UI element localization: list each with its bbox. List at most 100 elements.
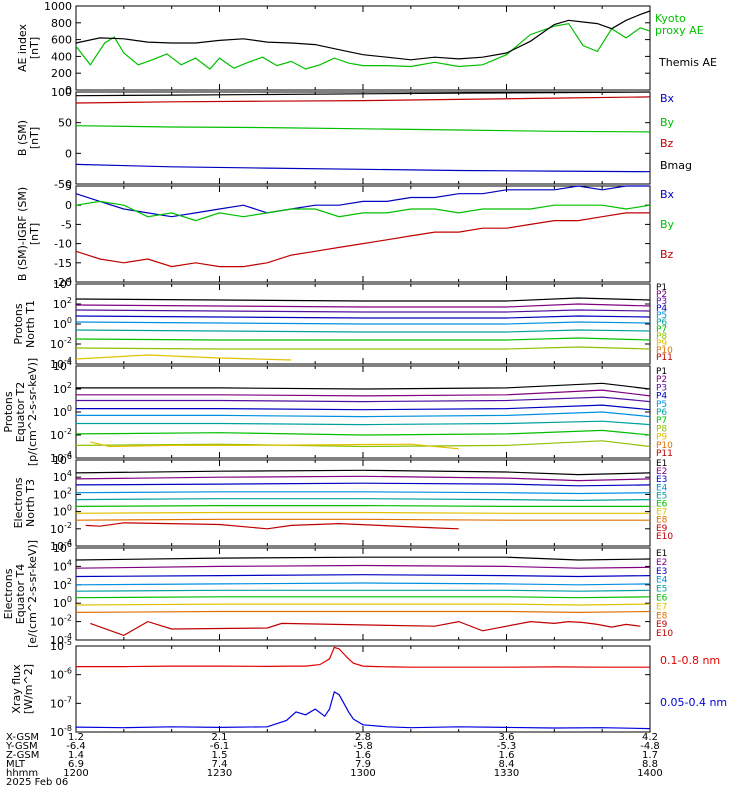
legend-entry: E2: [656, 558, 667, 568]
series-line-0-05-0-4-nm: [75, 690, 651, 730]
legend-entry: P5: [656, 311, 667, 321]
bottom-axis-value: -6.4: [66, 741, 86, 752]
series-line-p3: [76, 396, 651, 403]
series-line-0-1-0-8-nm: [76, 646, 650, 668]
legend-entry: Kyoto: [655, 12, 686, 25]
bottom-axis-value: -6.1: [210, 741, 230, 752]
legend-entry: Bz: [660, 248, 674, 261]
series-line-p7: [75, 429, 651, 436]
panel-2-frame: [75, 91, 651, 185]
legend-entry: P1: [656, 367, 667, 377]
series-line-bz: [75, 212, 650, 268]
legend-entry: Bmag: [660, 159, 692, 172]
bottom-axis-value: 1.4: [68, 750, 84, 761]
y-tick-label: 800: [51, 17, 72, 30]
legend-entry: P11: [656, 353, 673, 363]
y-axis-label: Equator T4: [14, 564, 27, 624]
series-line-p7: [75, 337, 651, 341]
legend-entry: P7: [656, 325, 667, 335]
legend-entry: P9: [656, 433, 667, 443]
y-tick-label: 106: [53, 452, 72, 467]
legend-entry: E5: [656, 491, 667, 501]
series-line-e5: [75, 498, 651, 502]
y-tick-label: 106: [53, 540, 72, 555]
bottom-axis-value: 6.9: [68, 759, 84, 770]
legend-entry: Themis AE: [658, 56, 717, 69]
y-tick-label: 100: [53, 504, 72, 519]
series-line-bz: [75, 96, 651, 104]
legend-entry: E7: [656, 602, 667, 612]
y-axis-label: Electrons: [2, 568, 15, 619]
series-line-e1: [75, 556, 651, 561]
series-line-p1: [75, 297, 651, 302]
legend-entry: P6: [656, 318, 667, 328]
y-tick-label: 10-8: [50, 724, 72, 739]
legend-entry: E3: [656, 475, 667, 485]
legend-entry: E9: [656, 620, 668, 630]
y-tick-label: -10: [54, 238, 72, 251]
legend-entry: proxy AE: [655, 24, 704, 37]
series-line-e6: [75, 596, 651, 599]
series-line-e4: [75, 582, 651, 586]
series-line-p3: [75, 309, 651, 313]
y-tick-label: 10-4: [50, 450, 72, 465]
series-line-p2: [75, 303, 651, 308]
y-axis-label: AE index: [16, 23, 29, 72]
series-line-e4: [75, 491, 651, 495]
series-line-e9: [85, 522, 459, 530]
series-line-themis-ae: [75, 10, 651, 61]
y-tick-label: -15: [54, 257, 72, 270]
bottom-axis-row-label: hhmm: [6, 768, 38, 779]
series-line-e3: [75, 574, 651, 578]
legend-entry: E10: [656, 532, 673, 542]
series-line-e1: [75, 469, 651, 476]
legend-entry: E6: [656, 500, 668, 510]
y-axis-label: [p/(cm^2-s-sr-keV)]: [26, 358, 39, 466]
y-tick-label: 104: [53, 358, 72, 373]
legend-entry: By: [660, 218, 675, 231]
series-line-p4: [75, 315, 651, 319]
y-axis-label: North T1: [24, 300, 37, 348]
y-tick-label: 400: [51, 50, 72, 63]
bottom-axis-value: -5.8: [353, 741, 373, 752]
series-line-p6: [76, 420, 651, 426]
bottom-axis-value: 7.4: [212, 759, 228, 770]
series-line-e6: [75, 505, 650, 507]
legend-entry: E10: [656, 629, 673, 639]
legend-entry: P1: [656, 283, 667, 293]
legend-entry: P5: [656, 400, 667, 410]
series-line-kyoto-proxy-ae: [75, 22, 651, 70]
series-line-p4: [76, 404, 651, 411]
legend-entry: E4: [656, 576, 668, 586]
y-tick-label: 102: [53, 381, 72, 396]
legend-entry: E1: [656, 549, 667, 559]
legend-entry: P4: [656, 304, 667, 314]
y-tick-label: 104: [53, 558, 72, 573]
legend-entry: Bz: [660, 137, 674, 150]
y-axis-label: Xray flux: [10, 664, 23, 714]
y-tick-label: 10-4: [50, 632, 72, 647]
legend-entry: P4: [656, 392, 667, 402]
y-tick-label: 10-5: [50, 638, 72, 653]
bottom-axis-value: 1300: [350, 768, 375, 779]
bottom-axis-value: 1400: [637, 768, 662, 779]
bottom-axis-value: 1.7: [642, 750, 658, 761]
bottom-axis-value: 2.1: [212, 732, 228, 743]
series-line-e9: [90, 620, 641, 637]
legend-entry: E6: [656, 594, 668, 604]
legend-entry: P8: [656, 332, 667, 342]
series-line-by: [75, 125, 651, 133]
y-tick-label: 10-2: [50, 614, 72, 629]
y-tick-label: 200: [51, 67, 72, 80]
legend-entry: E4: [656, 483, 668, 493]
legend-entry: E5: [656, 585, 667, 595]
y-tick-label: 10-4: [50, 356, 72, 371]
series-line-by: [75, 200, 651, 222]
y-tick-label: 0: [65, 199, 72, 212]
legend-entry: E3: [656, 567, 667, 577]
legend-entry: P10: [656, 441, 673, 451]
series-line-e8: [75, 518, 650, 521]
y-axis-label: Equator T2: [14, 382, 27, 442]
bottom-axis-value: 2.8: [355, 732, 371, 743]
